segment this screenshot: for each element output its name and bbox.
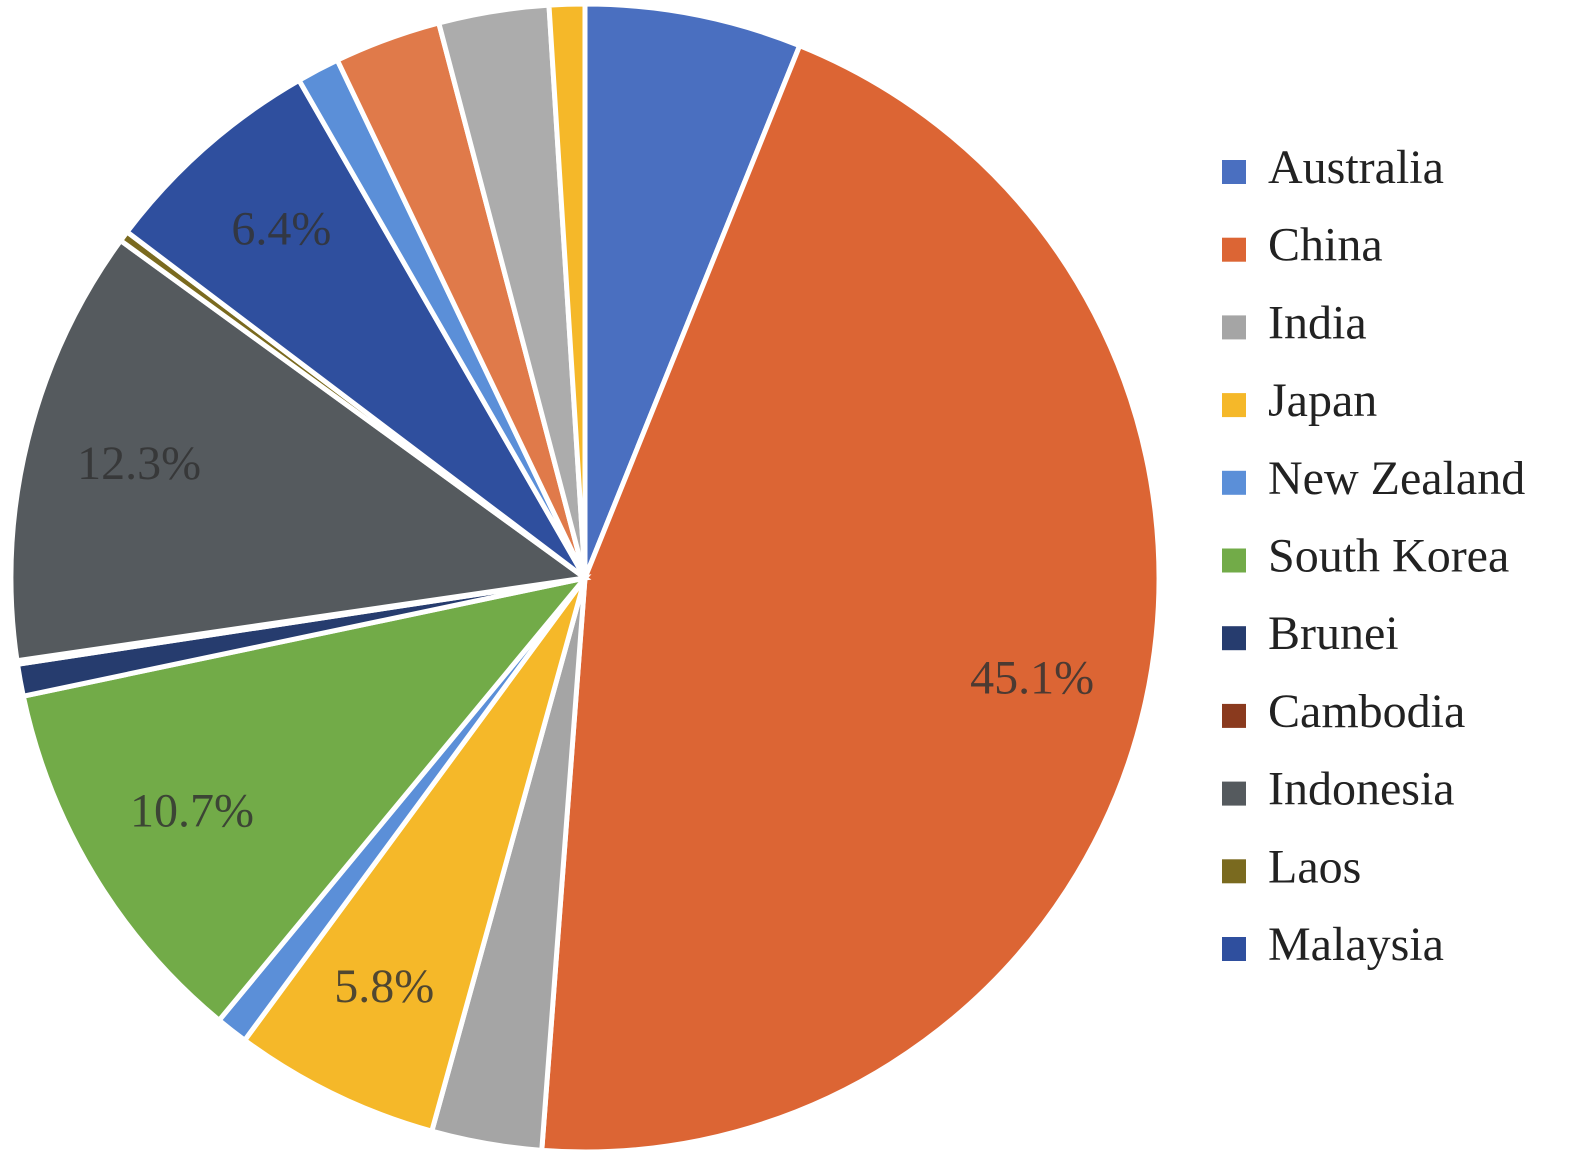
legend-label: Malaysia: [1268, 918, 1444, 971]
legend-label: Cambodia: [1268, 685, 1465, 738]
pie-slice: [539, 42, 1162, 1155]
legend-swatch: [1222, 626, 1246, 651]
legend-label: Australia: [1268, 141, 1444, 194]
data-label: 5.8%: [334, 960, 434, 1013]
legend-swatch: [1222, 548, 1246, 573]
legend-label: South Korea: [1268, 530, 1509, 583]
pie-slice: [123, 76, 588, 580]
legend-label: Laos: [1268, 840, 1361, 893]
legend-label: New Zealand: [1268, 452, 1525, 505]
data-label: 12.3%: [77, 437, 201, 490]
pie-slice: [546, 1, 588, 579]
legend-label: Indonesia: [1268, 763, 1455, 816]
legend-swatch: [1222, 160, 1246, 184]
pie-slice: [241, 576, 588, 1135]
legend-swatch: [1222, 859, 1246, 884]
legend-swatch: [1222, 470, 1246, 495]
legend-label: India: [1268, 296, 1367, 349]
legend-swatch: [1222, 393, 1246, 418]
pie-slice: [8, 237, 592, 664]
legend-swatch: [1222, 703, 1246, 728]
legend-label: Brunei: [1268, 607, 1399, 660]
legend-swatch: [1222, 315, 1246, 340]
pie-slice: [582, 1, 803, 579]
legend-swatch: [1222, 237, 1246, 262]
legend-swatch: [1222, 937, 1246, 961]
pie-slice: [20, 574, 592, 1024]
data-label: 45.1%: [970, 651, 1094, 704]
legend-label: Japan: [1268, 374, 1377, 427]
legend-swatch: [1222, 781, 1246, 806]
data-label: 10.7%: [130, 784, 254, 837]
data-label: 6.4%: [231, 203, 331, 256]
legend-label: China: [1268, 219, 1383, 272]
